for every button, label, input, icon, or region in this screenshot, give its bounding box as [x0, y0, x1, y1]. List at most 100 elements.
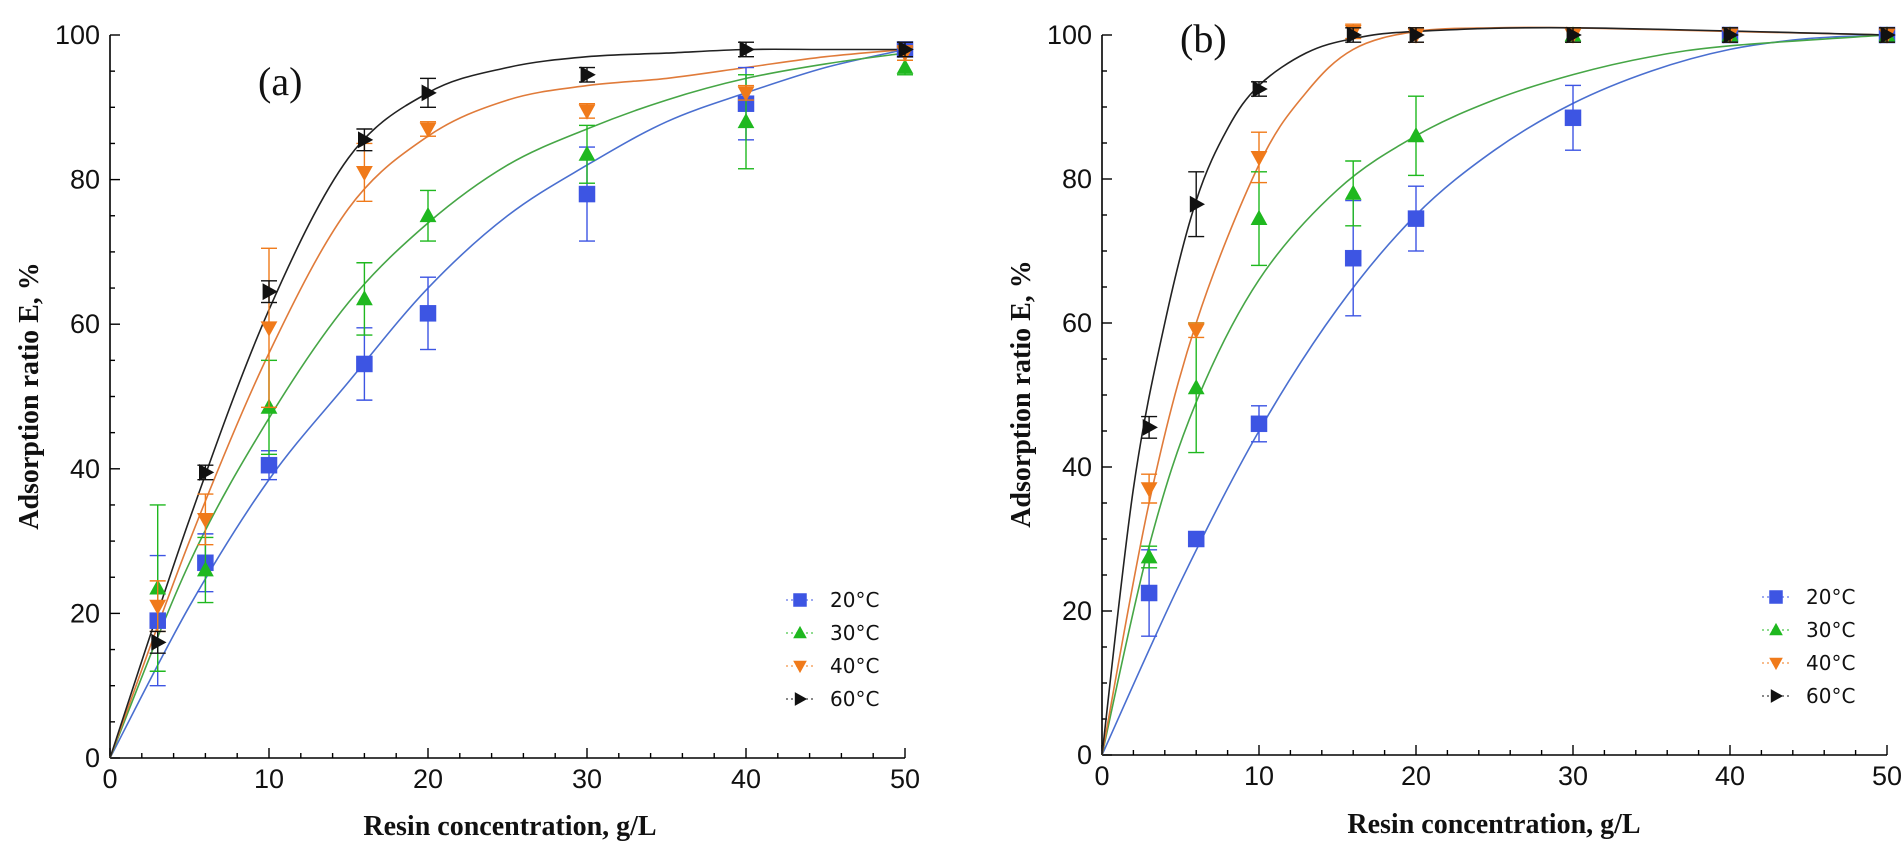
data-point-30c: [1187, 379, 1205, 395]
legend-marker-20c: [1769, 590, 1783, 604]
data-point-20c: [578, 185, 596, 203]
data-point-60c: [580, 66, 596, 84]
data-point-20c: [1250, 415, 1268, 433]
data-point-60c: [421, 84, 437, 102]
data-point-40c: [419, 122, 437, 138]
fit-curve-20c: [109, 48, 906, 759]
data-point-40c: [737, 86, 755, 102]
legend-label: 20°C: [1806, 585, 1855, 609]
y-tick-label: 40: [1062, 452, 1092, 482]
data-point-30c: [578, 145, 596, 161]
fit-curve-40c: [109, 48, 906, 759]
panel-b-chart: 0 10 20 30 40 50 0 20 40 60 80 100 Resin concentrati…: [1006, 16, 1902, 840]
y-tick-label: 100: [55, 20, 100, 50]
x-tick-label: 30: [1558, 761, 1588, 791]
legend-marker-40c: [1769, 657, 1783, 671]
x-tick-label: 20: [413, 764, 443, 794]
data-point-20c: [260, 456, 278, 474]
y-tick-label: 40: [70, 454, 100, 484]
data-point-20c: [356, 355, 373, 373]
x-tick-label: 0: [102, 764, 117, 794]
data-point-20c: [419, 305, 437, 322]
x-tick-label: 40: [731, 764, 761, 794]
data-point-20c: [1407, 210, 1425, 227]
x-tick-label: 10: [254, 764, 284, 794]
y-tick-label: 80: [70, 165, 100, 195]
data-point-40c: [1187, 323, 1205, 339]
x-tick-label: 30: [572, 764, 602, 794]
x-tick-label: 40: [1715, 761, 1745, 791]
data-point-30c: [1344, 184, 1362, 200]
legend-marker-60c: [794, 692, 808, 706]
data-point-30c: [1250, 209, 1268, 225]
panel-label: (a): [258, 59, 302, 104]
y-tick-label: 100: [1047, 20, 1092, 50]
data-point-60c: [358, 131, 374, 149]
fit-curve-30c: [1101, 34, 1888, 756]
data-point-30c: [737, 112, 755, 129]
data-point-30c: [356, 290, 373, 306]
data-point-60c: [199, 464, 215, 481]
legend-label: 40°C: [830, 654, 879, 678]
data-point-60c: [1880, 26, 1896, 44]
data-point-60c: [1142, 419, 1158, 436]
data-point-60c: [1346, 26, 1362, 44]
data-point-60c: [898, 41, 914, 58]
data-point-40c: [149, 599, 167, 615]
fit-curve-20c: [1101, 34, 1888, 756]
x-tick-label: 10: [1244, 761, 1274, 791]
data-point-60c: [1189, 195, 1205, 213]
fit-curve-30c: [109, 52, 906, 759]
data-point-40c: [260, 321, 278, 337]
data-point-20c: [1564, 109, 1582, 127]
y-tick-label: 20: [70, 598, 100, 628]
y-tick-label: 0: [85, 743, 100, 773]
y-tick-label: 60: [1062, 308, 1092, 338]
data-point-60c: [262, 283, 278, 301]
y-tick-label: 60: [70, 309, 100, 339]
legend-label: 30°C: [830, 621, 879, 645]
data-point-60c: [739, 41, 755, 58]
data-point-60c: [1566, 26, 1582, 44]
data-point-30c: [197, 561, 214, 577]
legend-label: 30°C: [1806, 618, 1855, 642]
y-axis-title: Adsorption ratio E, %: [14, 262, 45, 530]
legend-label: 20°C: [830, 588, 879, 612]
legend-marker-40c: [793, 660, 807, 674]
data-point-30c: [896, 58, 914, 74]
legend-marker-20c: [793, 593, 807, 607]
fit-curve-60c: [109, 48, 905, 759]
x-axis-title: Resin concentration, g/L: [363, 811, 656, 842]
data-point-60c: [151, 633, 167, 651]
data-point-60c: [1252, 80, 1268, 98]
data-point-40c: [356, 165, 373, 182]
panel-a-chart: 0 10 20 30 40 50 0 20 40 60 80 100 Resin concentrati…: [14, 20, 920, 842]
legend-marker-30c: [793, 625, 807, 639]
legend-marker-30c: [1769, 622, 1783, 636]
data-point-60c: [1723, 26, 1739, 44]
data-point-40c: [1140, 482, 1158, 498]
panel-label: (b): [1180, 16, 1227, 61]
data-point-30c: [419, 206, 437, 223]
legend-marker-60c: [1770, 689, 1784, 703]
fit-curve-60c: [1101, 26, 1888, 756]
data-point-30c: [1407, 127, 1425, 143]
legend-label: 40°C: [1806, 651, 1855, 675]
x-tick-label: 20: [1401, 761, 1431, 791]
data-point-60c: [1409, 26, 1425, 44]
x-tick-label: 50: [890, 764, 920, 794]
y-tick-label: 0: [1077, 740, 1092, 770]
y-axis-title: Adsorption ratio E, %: [1006, 260, 1037, 528]
data-point-40c: [197, 513, 214, 529]
x-tick-label: 50: [1872, 761, 1902, 791]
legend-label: 60°C: [830, 687, 879, 711]
y-tick-label: 20: [1062, 596, 1092, 626]
data-point-30c: [1140, 548, 1158, 564]
fit-curve-40c: [1101, 26, 1888, 756]
legend-label: 60°C: [1806, 684, 1855, 708]
data-point-40c: [1250, 151, 1268, 167]
data-point-20c: [1140, 584, 1158, 602]
y-tick-label: 80: [1062, 164, 1092, 194]
data-point-20c: [1187, 530, 1205, 548]
